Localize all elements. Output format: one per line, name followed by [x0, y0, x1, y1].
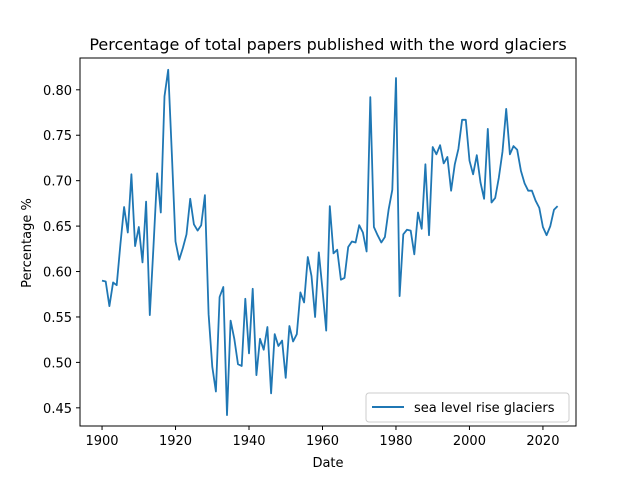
x-tick-label: 1940	[232, 434, 265, 449]
series-line	[101, 68, 559, 417]
x-tick-label: 2020	[526, 434, 559, 449]
legend-label: sea level rise glaciers	[414, 401, 555, 416]
y-tick-label: 0.45	[43, 402, 72, 417]
y-tick-label: 0.75	[43, 129, 72, 144]
y-tick-label: 0.50	[43, 356, 72, 371]
x-tick-label: 1960	[306, 434, 339, 449]
chart-title: Percentage of total papers published wit…	[89, 35, 566, 54]
x-tick-label: 1900	[85, 434, 118, 449]
y-tick-label: 0.80	[43, 84, 72, 99]
y-tick-label: 0.65	[43, 220, 72, 235]
series-layer	[101, 68, 559, 417]
plot-area: 1900 1920 1940 1960 1980 2000 2020 0.45 0.50 0.5…	[43, 57, 577, 449]
x-tick-label: 1920	[159, 434, 192, 449]
x-tick-label: 2000	[453, 434, 486, 449]
legend-box	[365, 392, 570, 423]
y-tick-label: 0.55	[43, 311, 72, 326]
y-tick-label: 0.60	[43, 266, 72, 281]
legend: sea level rise glaciers	[365, 392, 570, 423]
x-tick-label: 1980	[379, 434, 412, 449]
axes-frame	[79, 57, 577, 427]
x-axis: 1900 1920 1940 1960 1980 2000 2020	[85, 426, 559, 449]
x-axis-label: Date	[312, 456, 343, 471]
y-axis: 0.45 0.50 0.55 0.60 0.65 0.70 0.75 0.80	[43, 84, 80, 417]
y-tick-label: 0.70	[43, 175, 72, 190]
y-axis-label: Percentage %	[20, 198, 35, 288]
